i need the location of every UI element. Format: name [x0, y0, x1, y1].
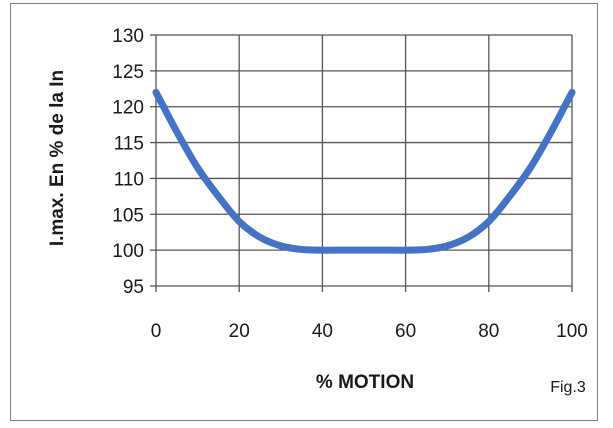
- x-tick-label: 40: [312, 321, 333, 342]
- y-tick-labels: 95 100 105 110 115 120 125 130: [112, 26, 144, 298]
- series-line: [152, 88, 576, 254]
- y-tick-label: 130: [112, 26, 144, 47]
- y-tick-label: 125: [112, 62, 144, 83]
- data-series: [152, 88, 576, 254]
- x-tick-label: 100: [556, 321, 588, 342]
- y-tick-label: 115: [114, 134, 144, 155]
- y-tick-label: 120: [112, 98, 144, 119]
- figure-label: Fig.3: [550, 379, 586, 396]
- y-tick-label: 95: [123, 277, 144, 298]
- x-tick-label: 80: [478, 321, 499, 342]
- y-tick-label: 105: [112, 205, 144, 226]
- y-tick-label: 100: [112, 241, 144, 262]
- x-tick-label: 20: [229, 321, 250, 342]
- x-axis-title: % MOTION: [316, 372, 414, 393]
- x-tick-labels: 0 20 40 60 80 100: [151, 321, 588, 342]
- y-axis-title: I.max. En % de la In: [47, 70, 68, 246]
- x-tick-label: 0: [151, 321, 162, 342]
- x-tick-label: 60: [395, 321, 416, 342]
- grid-lines: [150, 34, 573, 292]
- y-tick-label: 110: [114, 169, 144, 190]
